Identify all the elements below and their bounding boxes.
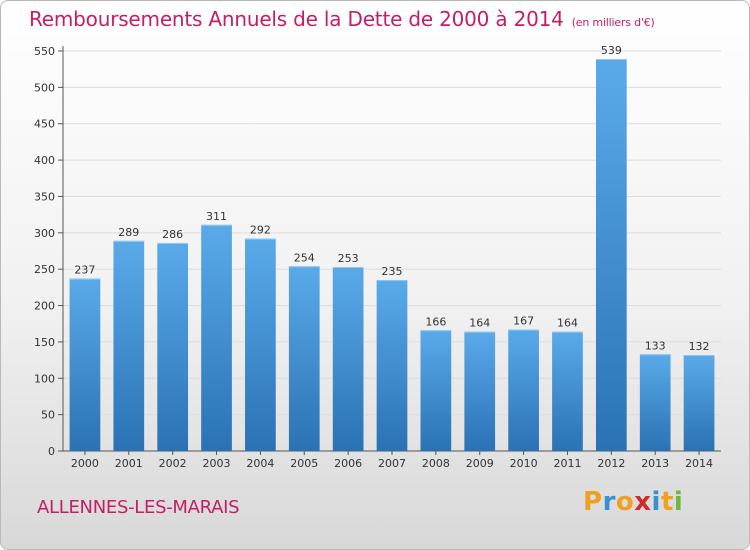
axes: 0 50 100 150 200 250 300 350 400 450 500 550 2000 200… <box>34 45 721 470</box>
bar-2002 <box>157 243 189 451</box>
logo-letter: i <box>673 487 684 517</box>
bar-2006 <box>332 267 364 451</box>
x-tick-label-2003: 2003 <box>203 457 231 470</box>
bar-2008 <box>420 330 452 451</box>
town-name: ALLENNES-LES-MARAIS <box>37 497 240 518</box>
y-tick-label: 400 <box>34 154 55 167</box>
x-tick-label-2014: 2014 <box>685 457 713 470</box>
y-tick-label: 150 <box>34 336 55 349</box>
value-label-2014: 132 <box>689 340 710 353</box>
value-label-2013: 133 <box>645 339 666 352</box>
bar-2005 <box>288 266 320 451</box>
value-label-2000: 237 <box>74 264 95 277</box>
value-label-2008: 166 <box>425 315 446 328</box>
bar-2007 <box>376 280 408 451</box>
value-label-2006: 253 <box>338 252 359 265</box>
y-tick-label: 50 <box>41 409 55 422</box>
value-label-2009: 164 <box>469 317 490 330</box>
proxiti-logo: Proxiti <box>583 487 683 517</box>
value-label-2012: 539 <box>601 44 622 57</box>
bar-2001 <box>113 240 145 451</box>
x-tick-label-2006: 2006 <box>334 457 362 470</box>
bar-2011 <box>552 331 583 451</box>
x-tick-label-2005: 2005 <box>290 457 318 470</box>
x-tick-label-2013: 2013 <box>641 457 669 470</box>
x-tick-label-2004: 2004 <box>246 457 274 470</box>
y-tick-label: 500 <box>34 81 55 94</box>
y-tick-label: 100 <box>34 372 55 385</box>
value-label-2003: 311 <box>206 210 227 223</box>
x-tick-label-2011: 2011 <box>553 457 581 470</box>
y-tick-label: 550 <box>34 45 55 58</box>
y-tick-label: 300 <box>34 227 55 240</box>
bar-2010 <box>508 329 539 451</box>
logo-letter: o <box>615 487 635 517</box>
value-label-2010: 167 <box>513 315 534 328</box>
value-label-2001: 289 <box>118 226 139 239</box>
logo-letter: t <box>660 487 674 517</box>
x-tick-label-2008: 2008 <box>422 457 450 470</box>
logo-letter: r <box>602 487 616 517</box>
y-tick-label: 250 <box>34 263 55 276</box>
value-label-2002: 286 <box>162 228 183 241</box>
value-label-2005: 254 <box>294 251 315 264</box>
x-tick-label-2001: 2001 <box>115 457 143 470</box>
bar-2003 <box>201 224 232 451</box>
logo-letter: i <box>651 487 661 517</box>
bar-2013 <box>639 354 671 451</box>
y-tick-label: 350 <box>34 190 55 203</box>
bar-2012 <box>595 59 627 451</box>
x-tick-label-2007: 2007 <box>378 457 406 470</box>
x-tick-label-2012: 2012 <box>597 457 625 470</box>
x-tick-label-2010: 2010 <box>510 457 538 470</box>
x-tick-label-2009: 2009 <box>466 457 494 470</box>
bar-2014 <box>683 355 715 451</box>
logo-letter: P <box>583 487 603 517</box>
y-tick-label: 450 <box>34 118 55 131</box>
data-labels: 237 289 286 311 292 254 253 235 166 164 167 164 539 1… <box>74 44 709 353</box>
x-tick-label-2000: 2000 <box>71 457 99 470</box>
chart-title-text: Remboursements Annuels de la Dette de 20… <box>29 7 564 31</box>
value-label-2007: 235 <box>382 265 403 278</box>
y-tick-label: 200 <box>34 300 55 313</box>
bar-2004 <box>245 238 276 451</box>
chart-title: Remboursements Annuels de la Dette de 20… <box>29 7 655 31</box>
bar-2000 <box>69 278 101 451</box>
x-tick-label-2002: 2002 <box>159 457 187 470</box>
value-label-2004: 292 <box>250 224 271 237</box>
logo-letter: x <box>634 487 652 517</box>
bar-2009 <box>464 331 496 451</box>
bars <box>69 59 715 451</box>
chart-subtitle: (en milliers d'€) <box>571 16 655 29</box>
y-tick-label: 0 <box>48 445 55 458</box>
value-label-2011: 164 <box>557 317 578 330</box>
